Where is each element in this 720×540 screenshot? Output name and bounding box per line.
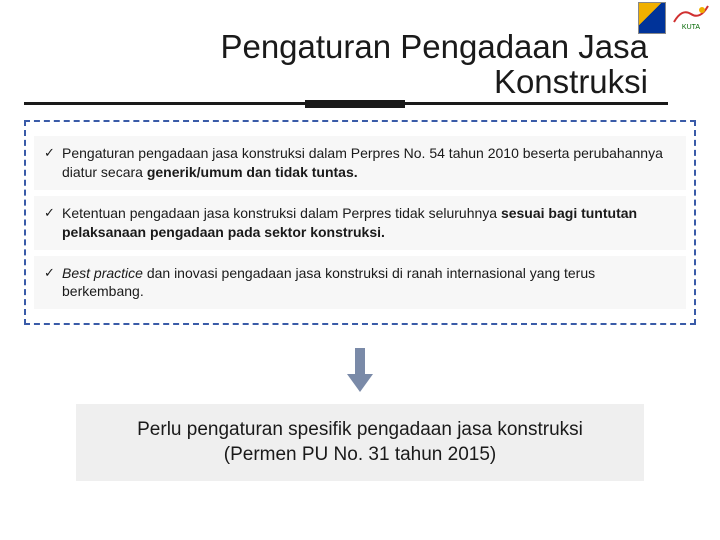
kuta-logo-icon: KUTA xyxy=(670,2,712,34)
conclusion-line-1: Perlu pengaturan spesifik pengadaan jasa… xyxy=(96,418,624,443)
title-line-1: Pengaturan Pengadaan Jasa xyxy=(220,30,648,65)
points-box: Pengaturan pengadaan jasa konstruksi dal… xyxy=(24,120,696,325)
bullet-item: Best practice dan inovasi pengadaan jasa… xyxy=(34,256,686,310)
slide-title: Pengaturan Pengadaan Jasa Konstruksi xyxy=(220,30,648,99)
down-arrow-icon xyxy=(347,348,373,397)
conclusion-box: Perlu pengaturan spesifik pengadaan jasa… xyxy=(76,404,644,481)
title-line-2: Konstruksi xyxy=(220,65,648,100)
kuta-label: KUTA xyxy=(682,24,700,31)
bullet-item: Pengaturan pengadaan jasa konstruksi dal… xyxy=(34,136,686,190)
bullet-item: Ketentuan pengadaan jasa konstruksi dala… xyxy=(34,196,686,250)
title-underline xyxy=(24,102,668,105)
conclusion-line-2: (Permen PU No. 31 tahun 2015) xyxy=(96,443,624,468)
bullet-segment: Best practice xyxy=(62,265,147,281)
bullet-segment: generik/umum dan tidak tuntas. xyxy=(147,164,358,180)
logo-area: KUTA xyxy=(638,2,712,34)
bullet-segment: Ketentuan pengadaan jasa konstruksi dala… xyxy=(62,205,501,221)
